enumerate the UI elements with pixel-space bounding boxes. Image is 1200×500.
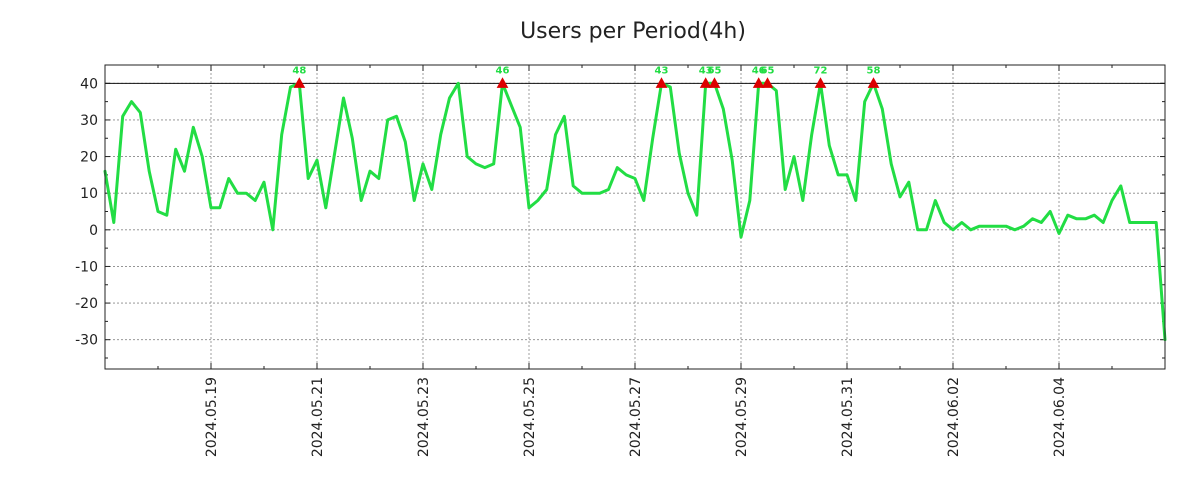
x-tick-label: 2024.05.27 [628,377,644,457]
peak-label: 65 [708,65,722,76]
y-tick-label: 40 [80,76,98,92]
peak-label: 72 [814,65,828,76]
plot-frame [104,64,1166,370]
x-tick-label: 2024.05.31 [840,377,856,457]
y-tick-label: 0 [89,223,98,239]
y-tick-label: 10 [80,186,98,202]
peak-marker [708,77,721,88]
peak-marker [699,77,712,88]
peak-marker [761,77,774,88]
peak-label: 65 [761,65,775,76]
peak-label: 43 [655,65,669,76]
x-tick-label: 2024.05.19 [204,377,220,457]
y-tick-label: -10 [75,259,98,275]
y-tick-label: 30 [80,113,98,129]
peak-marker [293,77,306,88]
series-line-users [103,81,1167,342]
x-tick-label: 2024.05.25 [522,377,538,457]
peak-marker [655,77,668,88]
peak-label: 46 [496,65,510,76]
y-tick-label: -20 [75,296,98,312]
y-tick-label: -30 [75,333,98,349]
peak-label: 58 [867,65,881,76]
x-tick-label: 2024.06.04 [1052,377,1068,457]
peak-marker [867,77,880,88]
chart-title: Users per Period(4h) [520,19,746,44]
axis-layer: 40 30 20 10 0 -10 -20 -30 2024.05.19 2024.05.21 20… [75,64,1165,457]
y-tick-label: 20 [80,150,98,166]
peak-label: 43 [699,65,713,76]
x-tick-label: 2024.05.21 [310,377,326,457]
grid-layer [105,65,1165,369]
x-tick-label: 2024.06.02 [946,377,962,457]
peak-label: 48 [292,65,306,76]
peak-marker [752,77,765,88]
peak-marker [496,77,509,88]
x-tick-label: 2024.05.29 [734,377,750,457]
series-layer [103,81,1167,342]
peak-marker [814,77,827,88]
x-tick-label: 2024.05.23 [416,377,432,457]
peak-label: 46 [752,65,766,76]
